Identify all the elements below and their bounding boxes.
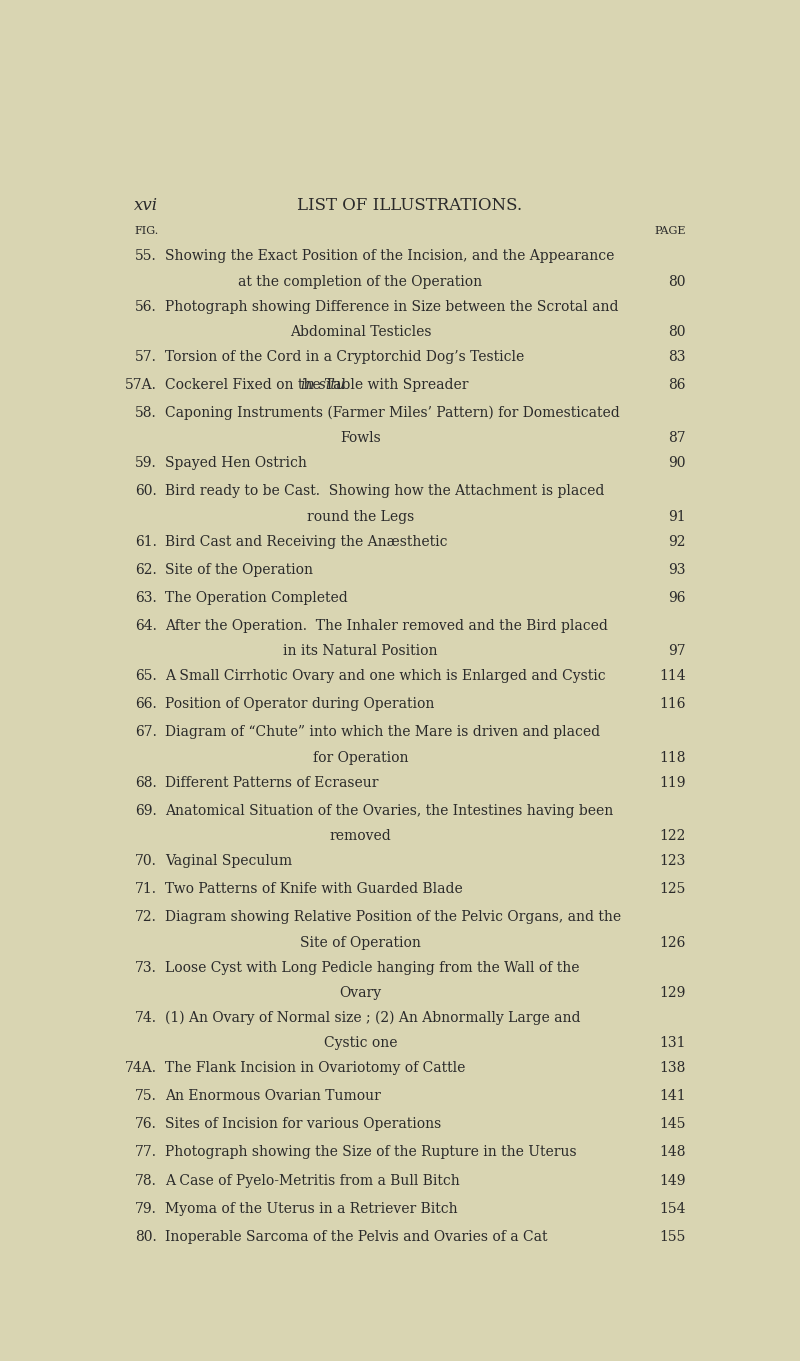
Text: 122: 122 [659, 829, 686, 842]
Text: Two Patterns of Knife with Guarded Blade: Two Patterns of Knife with Guarded Blade [165, 882, 463, 897]
Text: Different Patterns of Ecraseur: Different Patterns of Ecraseur [165, 776, 378, 789]
Text: 66.: 66. [135, 697, 157, 712]
Text: in situ: in situ [301, 378, 344, 392]
Text: 63.: 63. [135, 591, 157, 604]
Text: The Operation Completed: The Operation Completed [165, 591, 348, 604]
Text: 70.: 70. [135, 855, 157, 868]
Text: 92: 92 [669, 535, 686, 548]
Text: 149: 149 [659, 1173, 686, 1188]
Text: Bird Cast and Receiving the Anæsthetic: Bird Cast and Receiving the Anæsthetic [165, 535, 448, 548]
Text: 90: 90 [669, 456, 686, 471]
Text: 119: 119 [659, 776, 686, 789]
Text: Photograph showing Difference in Size between the Scrotal and: Photograph showing Difference in Size be… [165, 299, 618, 313]
Text: 154: 154 [659, 1202, 686, 1215]
Text: A Small Cirrhotic Ovary and one which is Enlarged and Cystic: A Small Cirrhotic Ovary and one which is… [165, 670, 606, 683]
Text: 61.: 61. [135, 535, 157, 548]
Text: Abdominal Testicles: Abdominal Testicles [290, 325, 431, 339]
Text: (1) An Ovary of Normal size ; (2) An Abnormally Large and: (1) An Ovary of Normal size ; (2) An Abn… [165, 1011, 581, 1025]
Text: Torsion of the Cord in a Cryptorchid Dog’s Testicle: Torsion of the Cord in a Cryptorchid Dog… [165, 350, 524, 363]
Text: 114: 114 [659, 670, 686, 683]
Text: Caponing Instruments (Farmer Miles’ Pattern) for Domesticated: Caponing Instruments (Farmer Miles’ Patt… [165, 406, 620, 421]
Text: 74.: 74. [135, 1011, 157, 1025]
Text: 141: 141 [659, 1089, 686, 1104]
Text: 148: 148 [659, 1146, 686, 1160]
Text: 60.: 60. [135, 485, 157, 498]
Text: Vaginal Speculum: Vaginal Speculum [165, 855, 292, 868]
Text: An Enormous Ovarian Tumour: An Enormous Ovarian Tumour [165, 1089, 381, 1104]
Text: 73.: 73. [135, 961, 157, 974]
Text: 72.: 72. [135, 911, 157, 924]
Text: 67.: 67. [135, 725, 157, 739]
Text: 97: 97 [668, 644, 686, 659]
Text: 80: 80 [669, 325, 686, 339]
Text: 131: 131 [659, 1036, 686, 1051]
Text: Position of Operator during Operation: Position of Operator during Operation [165, 697, 434, 712]
Text: 64.: 64. [135, 619, 157, 633]
Text: 77.: 77. [135, 1146, 157, 1160]
Text: Cockerel Fixed on the Table with Spreader: Cockerel Fixed on the Table with Spreade… [165, 378, 473, 392]
Text: Loose Cyst with Long Pedicle hanging from the Wall of the: Loose Cyst with Long Pedicle hanging fro… [165, 961, 579, 974]
Text: 74A.: 74A. [125, 1062, 157, 1075]
Text: 83: 83 [669, 350, 686, 363]
Text: FIG.: FIG. [134, 226, 158, 237]
Text: Showing the Exact Position of the Incision, and the Appearance: Showing the Exact Position of the Incisi… [165, 249, 614, 263]
Text: Ovary: Ovary [339, 985, 382, 1000]
Text: PAGE: PAGE [654, 226, 686, 237]
Text: at the completion of the Operation: at the completion of the Operation [238, 275, 482, 289]
Text: Diagram of “Chute” into which the Mare is driven and placed: Diagram of “Chute” into which the Mare i… [165, 725, 600, 739]
Text: Photograph showing the Size of the Rupture in the Uterus: Photograph showing the Size of the Ruptu… [165, 1146, 577, 1160]
Text: Spayed Hen Ostrich: Spayed Hen Ostrich [165, 456, 307, 471]
Text: 57A.: 57A. [125, 378, 157, 392]
Text: 80: 80 [669, 275, 686, 289]
Text: 65.: 65. [135, 670, 157, 683]
Text: LIST OF ILLUSTRATIONS.: LIST OF ILLUSTRATIONS. [298, 197, 522, 214]
Text: 68.: 68. [135, 776, 157, 789]
Text: The Flank Incision in Ovariotomy of Cattle: The Flank Incision in Ovariotomy of Catt… [165, 1062, 466, 1075]
Text: 58.: 58. [135, 406, 157, 421]
Text: 59.: 59. [135, 456, 157, 471]
Text: 55.: 55. [135, 249, 157, 263]
Text: 62.: 62. [135, 563, 157, 577]
Text: 56.: 56. [135, 299, 157, 313]
Text: xvi: xvi [134, 197, 158, 214]
Text: 145: 145 [659, 1117, 686, 1131]
Text: 57.: 57. [135, 350, 157, 363]
Text: 78.: 78. [135, 1173, 157, 1188]
Text: 75.: 75. [135, 1089, 157, 1104]
Text: 71.: 71. [135, 882, 157, 897]
Text: for Operation: for Operation [313, 751, 408, 765]
Text: 76.: 76. [135, 1117, 157, 1131]
Text: Site of the Operation: Site of the Operation [165, 563, 313, 577]
Text: A Case of Pyelo-Metritis from a Bull Bitch: A Case of Pyelo-Metritis from a Bull Bit… [165, 1173, 460, 1188]
Text: Fowls: Fowls [340, 431, 381, 445]
Text: 80.: 80. [135, 1230, 157, 1244]
Text: Site of Operation: Site of Operation [300, 935, 421, 950]
Text: 123: 123 [659, 855, 686, 868]
Text: 129: 129 [659, 985, 686, 1000]
Text: 91: 91 [668, 510, 686, 524]
Text: 96: 96 [669, 591, 686, 604]
Text: Inoperable Sarcoma of the Pelvis and Ovaries of a Cat: Inoperable Sarcoma of the Pelvis and Ova… [165, 1230, 547, 1244]
Text: Diagram showing Relative Position of the Pelvic Organs, and the: Diagram showing Relative Position of the… [165, 911, 622, 924]
Text: Myoma of the Uterus in a Retriever Bitch: Myoma of the Uterus in a Retriever Bitch [165, 1202, 458, 1215]
Text: 93: 93 [669, 563, 686, 577]
Text: 86: 86 [669, 378, 686, 392]
Text: 125: 125 [659, 882, 686, 897]
Text: round the Legs: round the Legs [306, 510, 414, 524]
Text: 118: 118 [659, 751, 686, 765]
Text: in its Natural Position: in its Natural Position [283, 644, 438, 659]
Text: Anatomical Situation of the Ovaries, the Intestines having been: Anatomical Situation of the Ovaries, the… [165, 804, 614, 818]
Text: 126: 126 [659, 935, 686, 950]
Text: 79.: 79. [135, 1202, 157, 1215]
Text: 155: 155 [659, 1230, 686, 1244]
Text: 87: 87 [668, 431, 686, 445]
Text: After the Operation.  The Inhaler removed and the Bird placed: After the Operation. The Inhaler removed… [165, 619, 608, 633]
Text: Bird ready to be Cast.  Showing how the Attachment is placed: Bird ready to be Cast. Showing how the A… [165, 485, 605, 498]
Text: 116: 116 [659, 697, 686, 712]
Text: 69.: 69. [135, 804, 157, 818]
Text: removed: removed [330, 829, 391, 842]
Text: 138: 138 [659, 1062, 686, 1075]
Text: Cystic one: Cystic one [324, 1036, 397, 1051]
Text: Sites of Incision for various Operations: Sites of Incision for various Operations [165, 1117, 442, 1131]
